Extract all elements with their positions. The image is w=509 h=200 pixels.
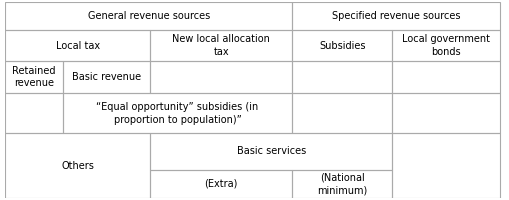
Bar bbox=[5, 61, 63, 93]
Bar bbox=[392, 133, 499, 198]
Bar bbox=[63, 61, 150, 93]
Bar bbox=[63, 93, 292, 133]
Text: “Equal opportunity” subsidies (in
proportion to population)”: “Equal opportunity” subsidies (in propor… bbox=[96, 102, 258, 125]
Bar bbox=[292, 30, 392, 61]
Bar bbox=[292, 170, 392, 198]
Text: Subsidies: Subsidies bbox=[319, 41, 365, 51]
Text: Basic services: Basic services bbox=[236, 146, 305, 156]
Bar bbox=[292, 93, 392, 133]
Text: Local tax: Local tax bbox=[55, 41, 99, 51]
Text: Retained
revenue: Retained revenue bbox=[12, 66, 55, 88]
Bar bbox=[5, 30, 150, 61]
Text: (National
minimum): (National minimum) bbox=[317, 172, 367, 195]
Text: (Extra): (Extra) bbox=[204, 179, 238, 189]
Text: Specified revenue sources: Specified revenue sources bbox=[331, 11, 460, 21]
Text: Local government
bonds: Local government bonds bbox=[402, 34, 489, 57]
Bar bbox=[392, 61, 499, 93]
Bar bbox=[292, 61, 392, 93]
Text: Others: Others bbox=[61, 161, 94, 171]
Bar bbox=[150, 133, 392, 170]
Bar bbox=[392, 93, 499, 133]
Bar bbox=[5, 93, 63, 133]
Text: Basic revenue: Basic revenue bbox=[72, 72, 140, 82]
Bar bbox=[392, 30, 499, 61]
Bar bbox=[292, 2, 499, 30]
Bar bbox=[150, 30, 292, 61]
Bar bbox=[150, 170, 292, 198]
Bar bbox=[5, 2, 292, 30]
Text: General revenue sources: General revenue sources bbox=[88, 11, 210, 21]
Text: New local allocation
tax: New local allocation tax bbox=[172, 34, 270, 57]
Bar bbox=[5, 133, 150, 198]
Bar bbox=[150, 61, 292, 93]
